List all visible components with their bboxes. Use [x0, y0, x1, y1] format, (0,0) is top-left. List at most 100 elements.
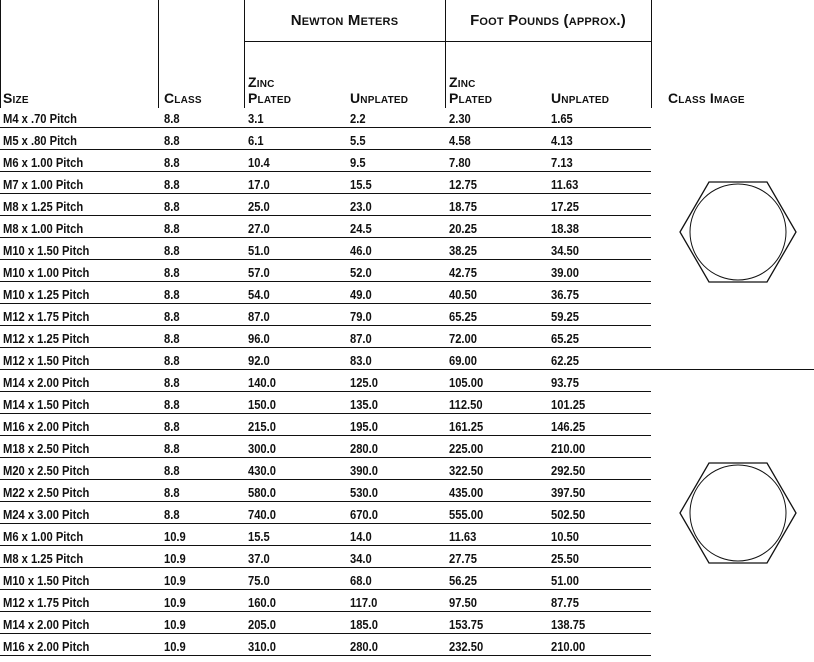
fp-unplated-cell: 36.75 [551, 287, 579, 302]
class-cell: 10.9 [164, 529, 186, 544]
nm-unplated-cell: 2.2 [350, 111, 366, 126]
fp-zinc-plated-cell: 322.50 [449, 463, 484, 478]
fp-zinc-plated-cell: 38.25 [449, 243, 477, 258]
nm-zinc-plated-cell: 15.5 [248, 529, 270, 544]
fp-zinc-plated-cell: 42.75 [449, 265, 477, 280]
fp-unplated-cell: 101.25 [551, 397, 586, 412]
fp-unplated-cell: 65.25 [551, 331, 579, 346]
fp-unplated-cell: 25.50 [551, 551, 579, 566]
fp-zinc-plated-cell: 153.75 [449, 617, 484, 632]
size-cell: M16 x 2.00 Pitch [3, 419, 90, 434]
nm-zinc-plated-cell: 17.0 [248, 177, 270, 192]
fp-zinc-plated-cell: 11.63 [449, 529, 477, 544]
nm-unplated-cell: 34.0 [350, 551, 372, 566]
fp-unplated-cell: 17.25 [551, 199, 579, 214]
fp-zinc-plated-cell: 27.75 [449, 551, 477, 566]
size-cell: M7 x 1.00 Pitch [3, 177, 84, 192]
fp-unplated-cell: 59.25 [551, 309, 579, 324]
nm-zinc-plated-cell: 310.0 [248, 639, 276, 654]
nm-zinc-plated-cell: 54.0 [248, 287, 270, 302]
nm-unplated-header: Unplated [350, 90, 409, 106]
nm-unplated-cell: 23.0 [350, 199, 372, 214]
class-cell: 10.9 [164, 551, 186, 566]
nm-zinc-plated-cell: 140.0 [248, 375, 276, 390]
nm-zinc-plated-cell: 25.0 [248, 199, 270, 214]
nm-zinc-plated-header-line2: Plated [248, 90, 292, 106]
nm-unplated-cell: 125.0 [350, 375, 378, 390]
nm-unplated-cell: 14.0 [350, 529, 372, 544]
size-cell: M8 x 1.25 Pitch [3, 199, 84, 214]
fp-unplated-cell: 210.00 [551, 639, 586, 654]
hex-bolt-head-icon [679, 181, 797, 283]
size-cell: M12 x 1.25 Pitch [3, 331, 90, 346]
size-cell: M16 x 2.00 Pitch [3, 639, 90, 654]
class-cell: 8.8 [164, 463, 180, 478]
class-cell: 8.8 [164, 265, 180, 280]
nm-zinc-plated-cell: 10.4 [248, 155, 270, 170]
size-cell: M24 x 3.00 Pitch [3, 507, 90, 522]
fp-unplated-cell: 18.38 [551, 221, 579, 236]
nm-unplated-cell: 530.0 [350, 485, 378, 500]
fp-unplated-cell: 292.50 [551, 463, 586, 478]
class-cell: 8.8 [164, 287, 180, 302]
size-cell: M10 x 1.00 Pitch [3, 265, 90, 280]
fp-unplated-cell: 210.00 [551, 441, 586, 456]
nm-unplated-cell: 49.0 [350, 287, 372, 302]
fp-zinc-plated-cell: 161.25 [449, 419, 484, 434]
fp-zinc-plated-cell: 4.58 [449, 133, 471, 148]
size-cell: M18 x 2.50 Pitch [3, 441, 90, 456]
nm-zinc-plated-cell: 87.0 [248, 309, 270, 324]
size-cell: M10 x 1.25 Pitch [3, 287, 90, 302]
size-cell: M10 x 1.50 Pitch [3, 243, 90, 258]
size-cell: M14 x 1.50 Pitch [3, 397, 90, 412]
nm-zinc-plated-cell: 580.0 [248, 485, 276, 500]
nm-unplated-cell: 46.0 [350, 243, 372, 258]
fp-zinc-plated-cell: 40.50 [449, 287, 477, 302]
fp-zinc-plated-cell: 555.00 [449, 507, 484, 522]
size-cell: M12 x 1.75 Pitch [3, 309, 90, 324]
fp-unplated-cell: 93.75 [551, 375, 579, 390]
size-cell: M6 x 1.00 Pitch [3, 155, 84, 170]
nm-unplated-cell: 5.5 [350, 133, 366, 148]
class-cell: 8.8 [164, 221, 180, 236]
size-cell: M10 x 1.50 Pitch [3, 573, 90, 588]
fp-unplated-cell: 502.50 [551, 507, 586, 522]
size-cell: M5 x .80 Pitch [3, 133, 77, 148]
fp-zinc-plated-header-line2: Plated [449, 90, 493, 106]
class-cell: 8.8 [164, 485, 180, 500]
fp-unplated-cell: 10.50 [551, 529, 579, 544]
fp-unplated-cell: 62.25 [551, 353, 579, 368]
nm-unplated-cell: 52.0 [350, 265, 372, 280]
class-cell: 8.8 [164, 155, 180, 170]
nm-zinc-plated-cell: 75.0 [248, 573, 270, 588]
nm-unplated-cell: 135.0 [350, 397, 378, 412]
nm-unplated-cell: 117.0 [350, 595, 378, 610]
nm-zinc-plated-cell: 51.0 [248, 243, 270, 258]
class-cell: 8.8 [164, 111, 180, 126]
nm-zinc-plated-cell: 37.0 [248, 551, 270, 566]
size-cell: M12 x 1.50 Pitch [3, 353, 90, 368]
fp-zinc-plated-cell: 7.80 [449, 155, 471, 170]
fp-unplated-cell: 7.13 [551, 155, 573, 170]
class-cell: 8.8 [164, 419, 180, 434]
fp-zinc-plated-cell: 2.30 [449, 111, 471, 126]
fp-unplated-cell: 146.25 [551, 419, 586, 434]
nm-zinc-plated-cell: 300.0 [248, 441, 276, 456]
fp-zinc-plated-cell: 18.75 [449, 199, 477, 214]
size-cell: M12 x 1.75 Pitch [3, 595, 90, 610]
nm-unplated-cell: 24.5 [350, 221, 372, 236]
nm-unplated-cell: 195.0 [350, 419, 378, 434]
class-cell: 8.8 [164, 199, 180, 214]
class-cell: 8.8 [164, 133, 180, 148]
nm-unplated-cell: 280.0 [350, 639, 378, 654]
nm-unplated-cell: 15.5 [350, 177, 372, 192]
fp-zinc-plated-cell: 72.00 [449, 331, 477, 346]
nm-unplated-cell: 83.0 [350, 353, 372, 368]
size-cell: M4 x .70 Pitch [3, 111, 77, 126]
hex-bolt-head-icon [679, 462, 797, 564]
size-cell: M8 x 1.00 Pitch [3, 221, 84, 236]
class-cell: 10.9 [164, 573, 186, 588]
size-cell: M14 x 2.00 Pitch [3, 375, 90, 390]
nm-zinc-plated-cell: 3.1 [248, 111, 264, 126]
class-cell: 10.9 [164, 639, 186, 654]
